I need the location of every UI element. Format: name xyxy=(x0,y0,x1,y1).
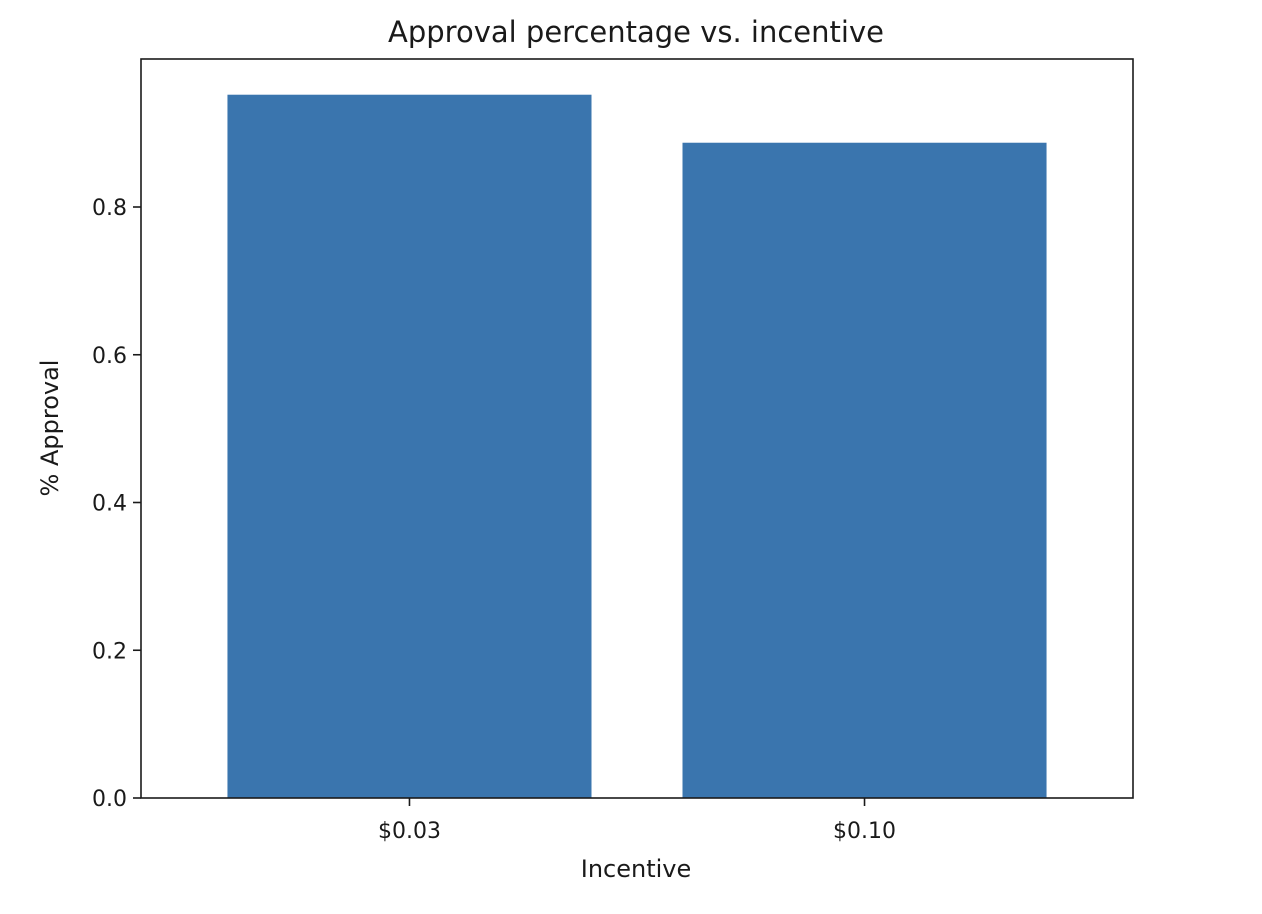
bar-0 xyxy=(227,94,592,798)
plot-area-frame xyxy=(140,58,1134,799)
y-tick-label: 0.8 xyxy=(92,196,127,221)
chart-title: Approval percentage vs. incentive xyxy=(388,15,884,49)
x-axis-label: Incentive xyxy=(581,855,692,883)
x-tick-label: $0.10 xyxy=(833,819,896,844)
y-tick-label: 0.6 xyxy=(92,344,127,369)
y-tick-label: 0.0 xyxy=(92,787,127,812)
bar-1 xyxy=(682,142,1047,798)
y-axis-label: % Approval xyxy=(36,360,64,497)
x-tick-label: $0.03 xyxy=(378,819,441,844)
y-axis-ticks: 0.0 0.2 0.4 0.6 0.8 xyxy=(92,196,141,812)
y-tick-label: 0.4 xyxy=(92,492,127,517)
y-tick-label: 0.2 xyxy=(92,639,127,664)
x-axis-ticks: $0.03 $0.10 xyxy=(378,798,896,844)
bars-group xyxy=(227,94,1047,798)
